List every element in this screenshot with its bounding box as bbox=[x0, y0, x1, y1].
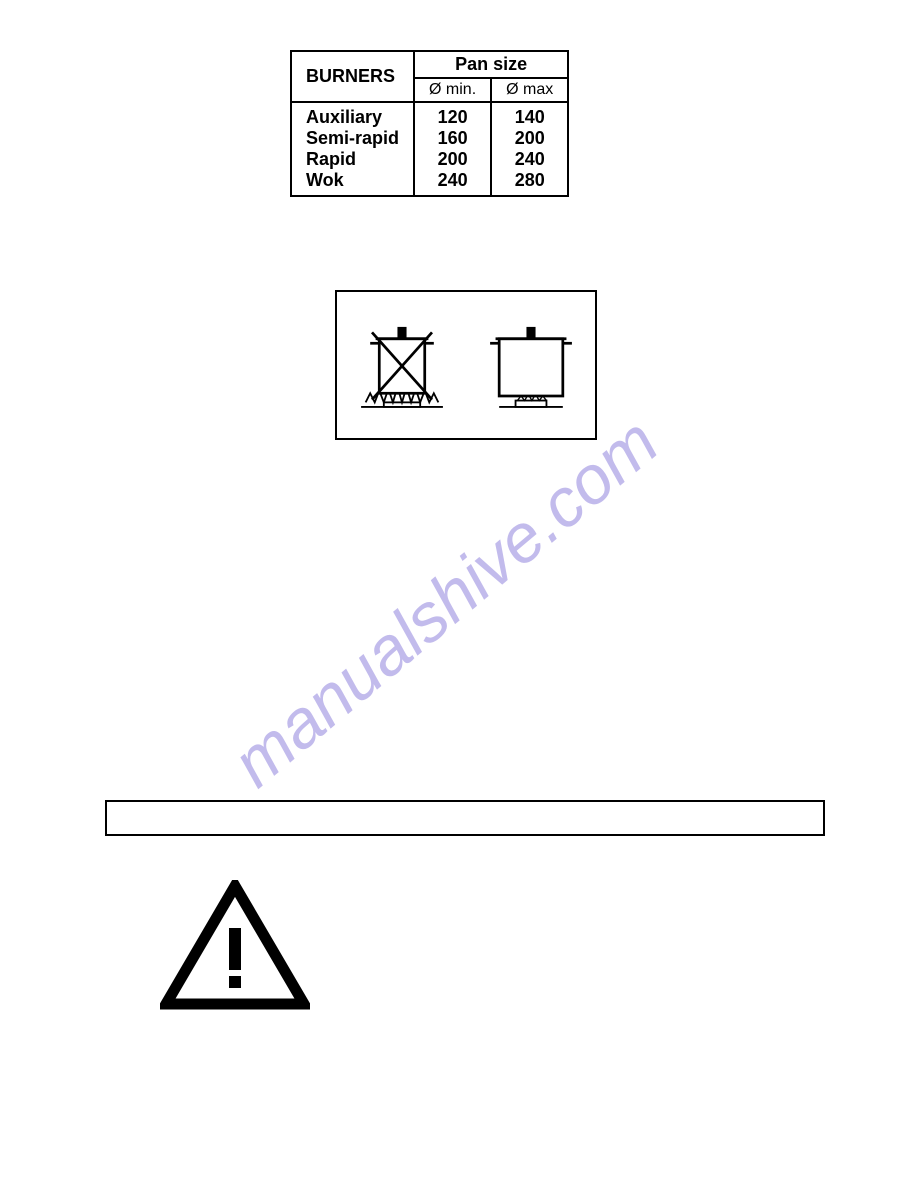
empty-callout-box bbox=[105, 800, 825, 836]
table-row-name: Wok bbox=[291, 170, 414, 196]
table-row-name: Auxiliary bbox=[291, 102, 414, 128]
table-row-min: 200 bbox=[414, 149, 491, 170]
table-row-max: 140 bbox=[491, 102, 568, 128]
table-row-max: 200 bbox=[491, 128, 568, 149]
max-header: Ø max bbox=[491, 78, 568, 102]
pansize-header: Pan size bbox=[414, 51, 568, 78]
table-row-min: 240 bbox=[414, 170, 491, 196]
burners-header: BURNERS bbox=[291, 51, 414, 102]
table-row-name: Semi-rapid bbox=[291, 128, 414, 149]
table-row-min: 160 bbox=[414, 128, 491, 149]
pot-incorrect bbox=[352, 316, 452, 416]
table-row-min: 120 bbox=[414, 102, 491, 128]
pot-size-diagram bbox=[335, 290, 597, 440]
warning-icon bbox=[160, 880, 310, 1010]
pot-correct bbox=[481, 316, 581, 416]
page-root: manualshive.com BURNERS Pan size Ø min. … bbox=[0, 0, 918, 1188]
min-header: Ø min. bbox=[414, 78, 491, 102]
table-row-max: 240 bbox=[491, 149, 568, 170]
watermark-text: manualshive.com bbox=[218, 403, 672, 801]
burners-table: BURNERS Pan size Ø min. Ø max Auxiliary … bbox=[290, 50, 569, 197]
table-row-max: 280 bbox=[491, 170, 568, 196]
table-row-name: Rapid bbox=[291, 149, 414, 170]
